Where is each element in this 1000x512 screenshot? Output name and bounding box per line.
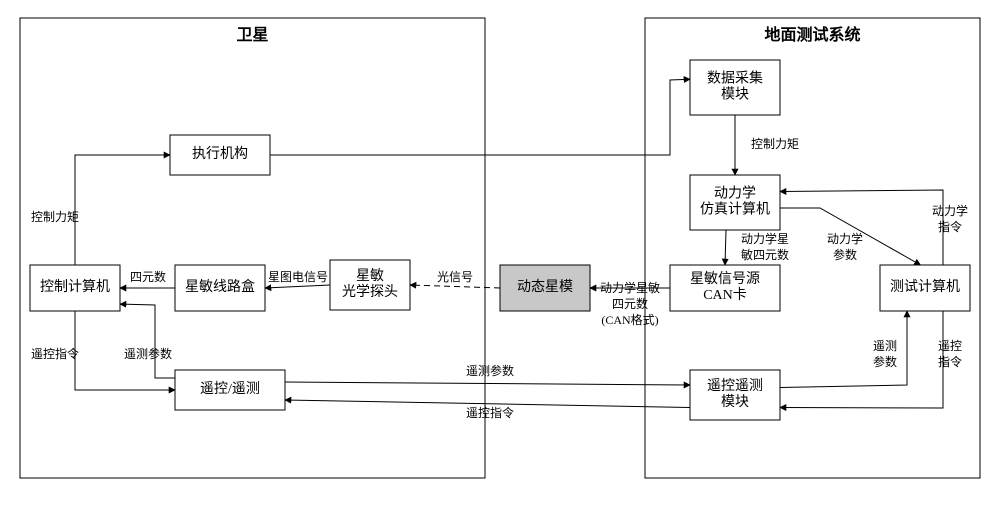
edge-label-5: 动力学星敏四元数(CAN格式) [600, 280, 660, 327]
node-label-telemetry: 遥控/遥测 [200, 381, 260, 397]
edge-13 [120, 304, 175, 378]
edge-1 [270, 79, 690, 155]
edge-label-9: 动力学指令 [932, 203, 968, 234]
node-label-dyn_star: 动态星模 [517, 279, 573, 295]
edge-9 [780, 190, 943, 265]
edge-14 [285, 382, 690, 385]
edge-label-14: 遥测参数 [466, 363, 514, 378]
edge-label-6: 控制力矩 [751, 137, 799, 151]
edge-label-0: 控制力矩 [31, 210, 79, 224]
edge-label-15: 遥控指令 [466, 405, 514, 420]
region-title-ground: 地面测试系统 [764, 25, 860, 44]
region-title-satellite: 卫星 [236, 26, 268, 44]
edge-label-7: 动力学星敏四元数 [741, 231, 789, 262]
node-label-actuator: 执行机构 [192, 146, 248, 162]
edge-label-12: 遥控指令 [31, 346, 79, 361]
edge-label-13: 遥测参数 [124, 346, 172, 361]
edge-4 [410, 285, 500, 288]
edge-label-11: 遥控指令 [938, 339, 962, 369]
edge-label-2: 四元数 [130, 269, 166, 284]
node-label-test_comp: 测试计算机 [890, 279, 960, 295]
node-label-ctrl_comp: 控制计算机 [40, 279, 110, 295]
edge-0 [75, 155, 170, 265]
edge-7 [725, 230, 726, 265]
edge-3 [265, 285, 330, 288]
edge-label-3: 星图电信号 [268, 270, 328, 284]
edge-label-8: 动力学参数 [827, 231, 863, 262]
node-label-sensor_box: 星敏线路盒 [185, 278, 255, 295]
edge-label-10: 遥测参数 [873, 339, 897, 369]
edge-label-4: 光信号 [437, 270, 473, 284]
edge-11 [780, 311, 943, 408]
diagram-canvas: 卫星地面测试系统执行机构控制计算机星敏线路盒星敏光学探头遥控/遥测动态星模数据采… [0, 0, 1000, 512]
